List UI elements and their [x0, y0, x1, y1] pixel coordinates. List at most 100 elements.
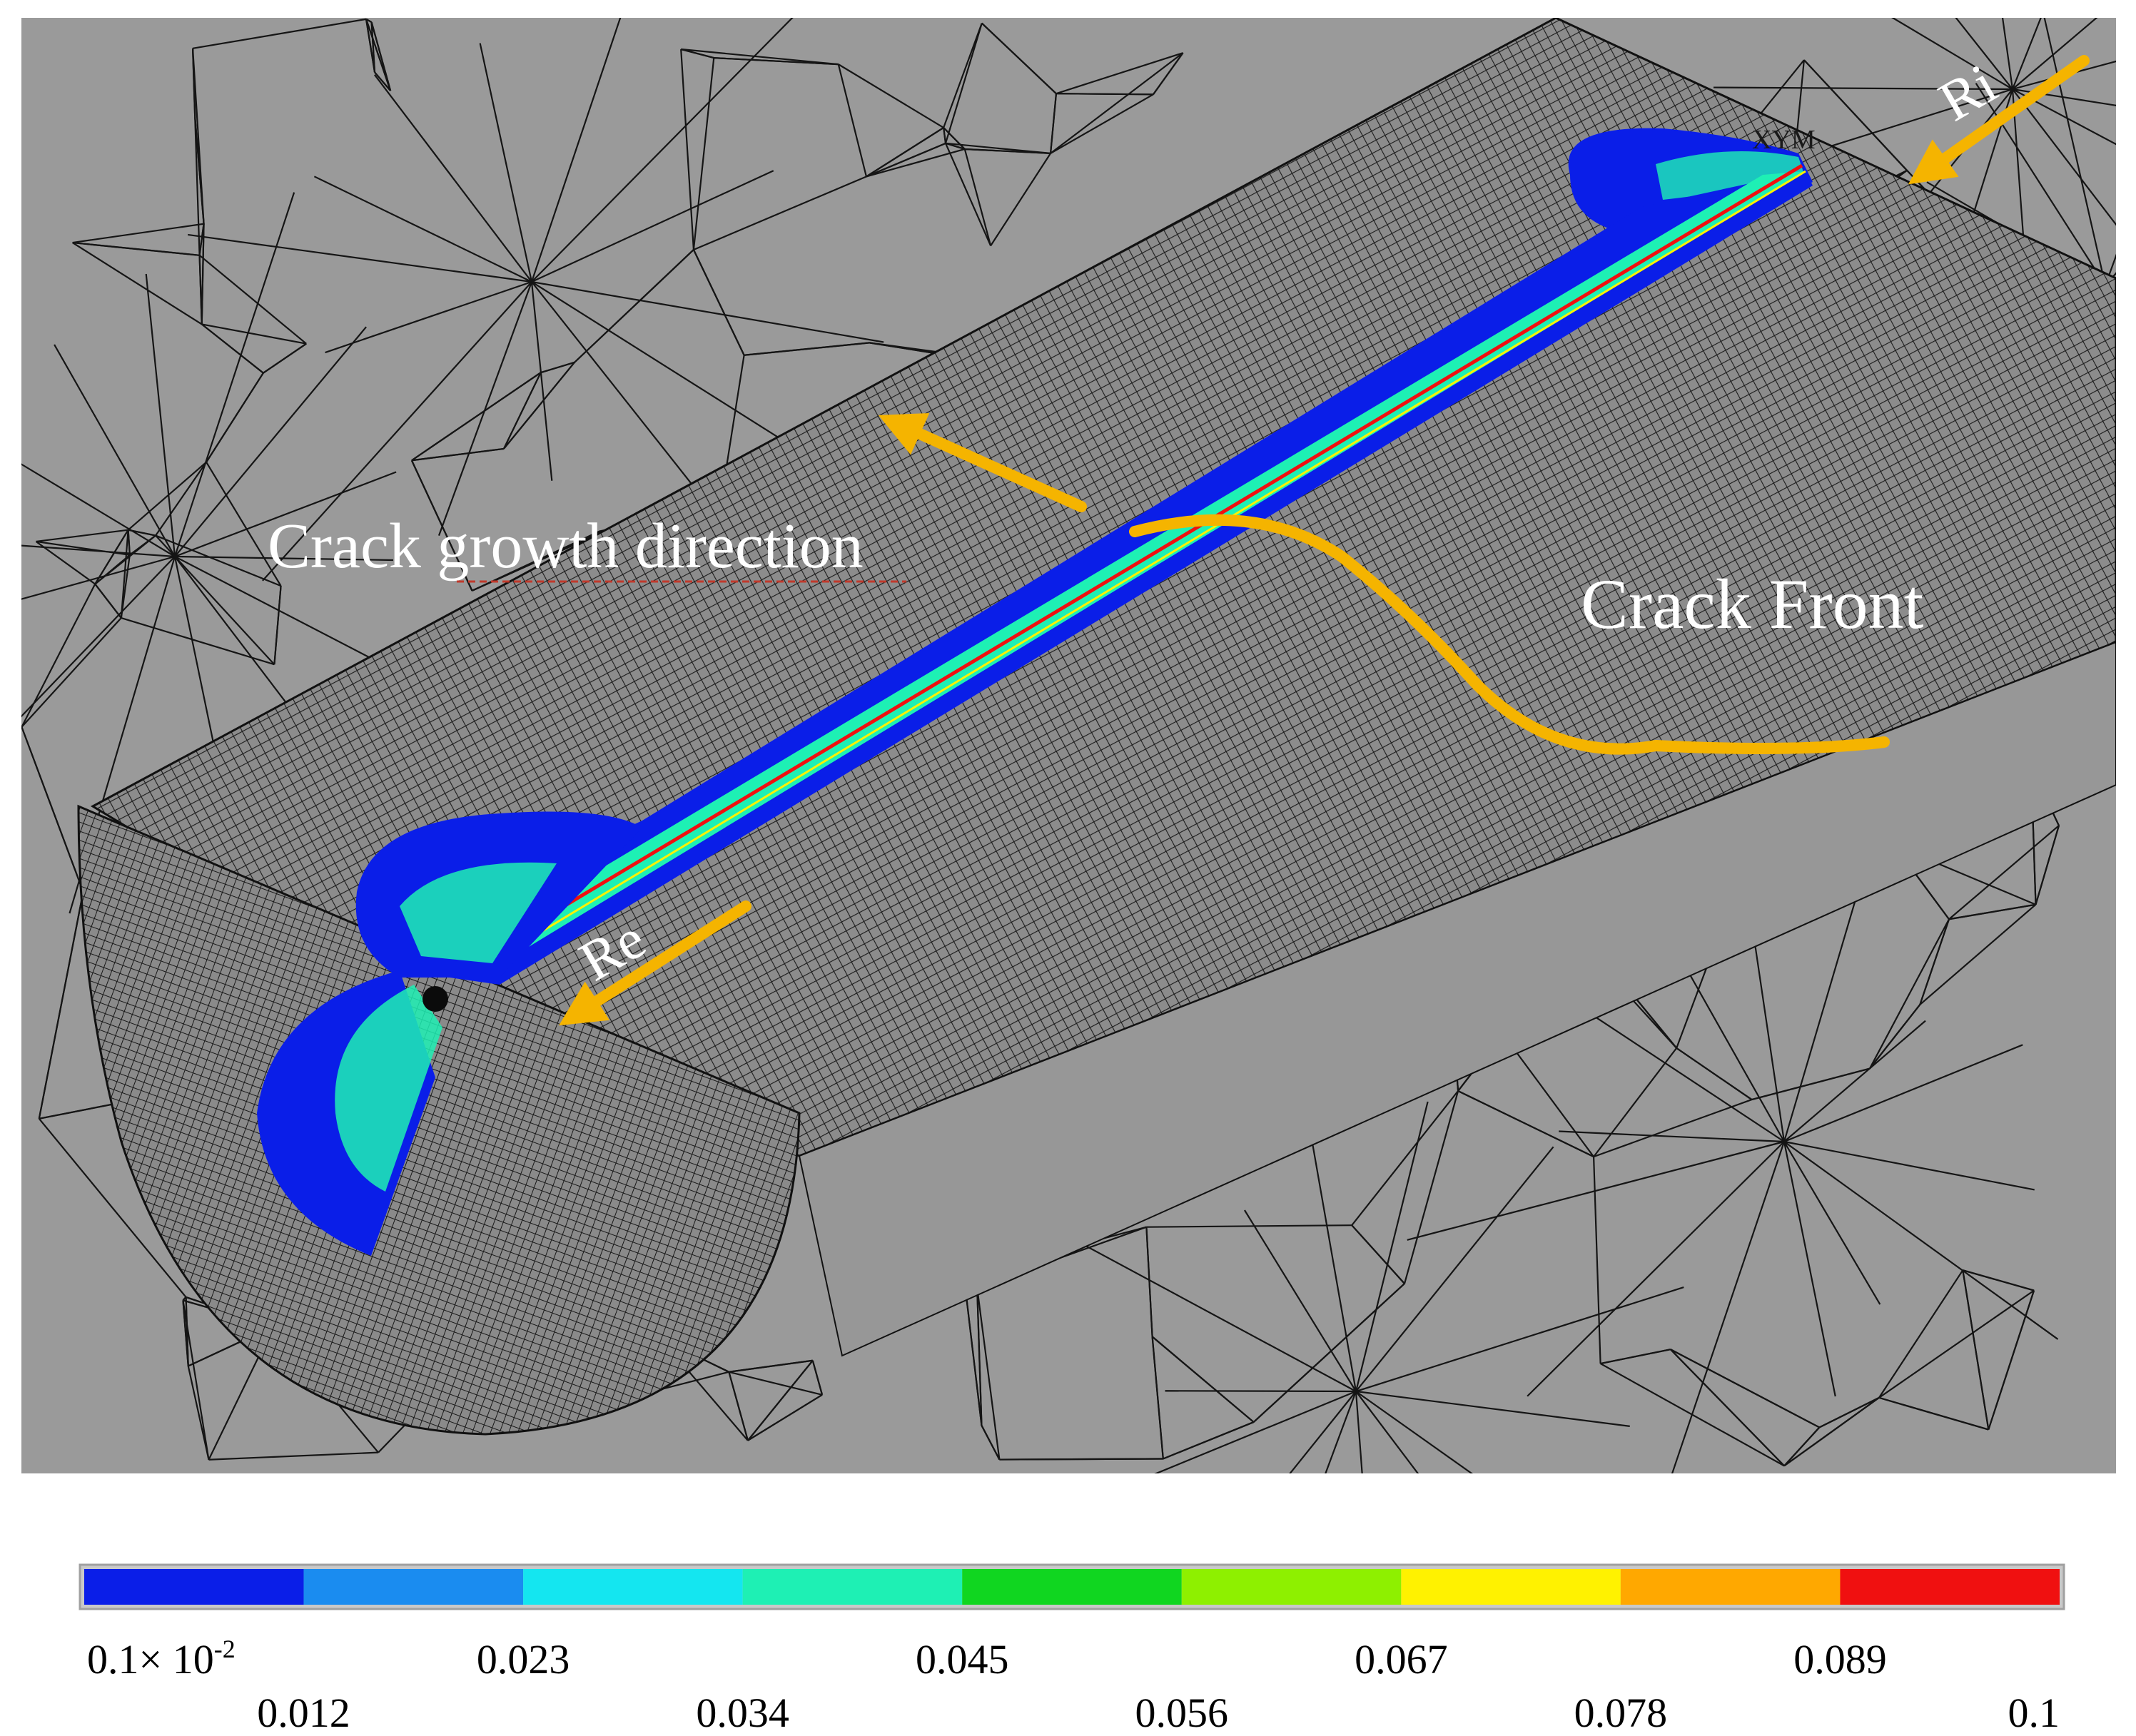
- mesh-edge: [1818, 1396, 1880, 1428]
- mesh-edge: [120, 529, 129, 619]
- mesh-edge: [692, 249, 745, 356]
- mesh-edge: [410, 460, 473, 592]
- crack-front-pointer: [1129, 514, 1890, 755]
- mesh-edge: [36, 529, 128, 543]
- mesh-edge: [945, 142, 1051, 154]
- mesh-edge: [692, 58, 715, 250]
- legend-bin: [84, 1569, 304, 1605]
- mesh-edge: [1592, 1157, 1601, 1364]
- mesh-edge: [1355, 1391, 1363, 1473]
- mesh-edge: [681, 48, 839, 66]
- mesh-edge: [1304, 1102, 1357, 1392]
- legend-tick-label: 0.089: [1793, 1636, 1887, 1682]
- mesh-edge: [1151, 1336, 1255, 1423]
- mesh-edge: [1351, 1090, 1459, 1226]
- mesh-edge: [1355, 1286, 1684, 1393]
- mesh-edge: [1407, 1140, 1785, 1241]
- mesh-edge: [1325, 1391, 1357, 1473]
- mesh-edge: [1671, 1141, 1786, 1473]
- legend-tick-label: 0.1: [2008, 1690, 2060, 1736]
- mesh-edge: [866, 142, 946, 178]
- legend-tick-label: 0.023: [477, 1636, 570, 1682]
- mesh-edge: [72, 242, 203, 325]
- mesh-edge: [1050, 93, 1154, 154]
- mesh-edge: [943, 127, 947, 143]
- mesh-edge: [192, 18, 367, 49]
- mesh-edge: [530, 281, 553, 481]
- mesh-edge: [94, 529, 129, 585]
- legend-tick-label: 0.045: [916, 1636, 1009, 1682]
- mesh-edge: [1289, 1391, 1357, 1473]
- mesh-edge: [976, 1287, 983, 1426]
- legend-tick-label: 0.078: [1574, 1690, 1668, 1736]
- mesh-edge: [273, 585, 282, 665]
- mesh-edge: [1502, 1032, 1594, 1157]
- legend-ticks-top: 0.1× 10-2 0.023 0.045 0.067 0.089: [87, 1635, 1887, 1682]
- mesh-edge: [145, 273, 176, 557]
- mesh-edge: [174, 556, 407, 678]
- mesh-edge: [206, 372, 264, 463]
- mesh-edge: [1963, 1269, 2035, 1291]
- mesh-edge: [714, 57, 839, 66]
- legend-bins: [84, 1569, 2060, 1605]
- legend-bin: [742, 1569, 963, 1605]
- mesh-edge: [1948, 825, 2060, 920]
- color-legend: 0.1× 10-2 0.023 0.045 0.067 0.089 0.012 0.034…: [79, 1563, 2065, 1736]
- mesh-edge: [411, 372, 542, 462]
- mesh-edge: [1355, 1391, 1474, 1473]
- mesh-edge: [1878, 1396, 1989, 1431]
- mesh-edge: [1163, 1421, 1255, 1460]
- legend-tick-label: 0.034: [696, 1690, 789, 1736]
- mesh-edge: [263, 342, 307, 374]
- mesh-edge: [1878, 1269, 1964, 1399]
- mesh-edge: [990, 153, 1051, 247]
- axis-triad-label: XYM: [1752, 125, 1816, 155]
- mesh-edge: [2035, 825, 2060, 905]
- mesh-edge: [502, 372, 542, 450]
- legend-tick-label: 0.067: [1355, 1636, 1448, 1682]
- mesh-edge: [21, 726, 84, 893]
- mesh-edge: [866, 148, 966, 178]
- mesh-edge: [1600, 1363, 1785, 1467]
- mesh-edge: [370, 21, 376, 73]
- mesh-edge: [1243, 1209, 1357, 1392]
- contour-field: [257, 128, 1813, 1256]
- mesh-edge: [1783, 1426, 1821, 1467]
- growth-direction-arrow: [878, 412, 1087, 512]
- mesh-edge: [582, 530, 600, 542]
- mesh-edge: [1988, 1290, 2035, 1430]
- mesh-edge: [744, 342, 870, 356]
- legend-tick-label: 0.012: [257, 1690, 350, 1736]
- mesh-edge: [206, 462, 282, 587]
- mesh-edge: [365, 18, 373, 24]
- mesh-edge: [1919, 918, 1950, 1005]
- crack-tip-point: [422, 986, 448, 1012]
- legend-bin: [1620, 1569, 1841, 1605]
- mesh-edge: [94, 554, 131, 585]
- mesh-edge: [374, 74, 532, 283]
- mesh-edge: [531, 18, 794, 283]
- mesh-edge: [173, 192, 295, 557]
- mesh-edge: [2012, 88, 2116, 146]
- mesh-edge: [72, 223, 204, 244]
- mesh-edge: [198, 254, 307, 345]
- mesh-edge: [693, 176, 867, 250]
- mesh-edge: [94, 583, 122, 619]
- mesh-edge: [531, 281, 692, 484]
- mesh-edge: [174, 471, 397, 558]
- mesh-edge: [1783, 1141, 1836, 1397]
- mesh-edge: [1878, 1289, 2035, 1399]
- mesh-edge: [129, 534, 156, 556]
- mesh-edge: [374, 71, 391, 91]
- crack-front-label: Crack Front: [1581, 564, 1924, 644]
- mesh-edge: [1145, 1227, 1153, 1337]
- mesh-edge: [1600, 1349, 1671, 1365]
- contour-inner-re: [400, 862, 557, 963]
- mesh-edge: [1962, 1270, 1990, 1430]
- mesh-edge: [325, 280, 532, 354]
- mesh-edge: [128, 529, 156, 537]
- mesh-edge: [2001, 18, 2014, 90]
- mesh-edge: [1154, 1390, 1357, 1473]
- mesh-edge: [503, 362, 575, 450]
- legend-bin: [1181, 1569, 1402, 1605]
